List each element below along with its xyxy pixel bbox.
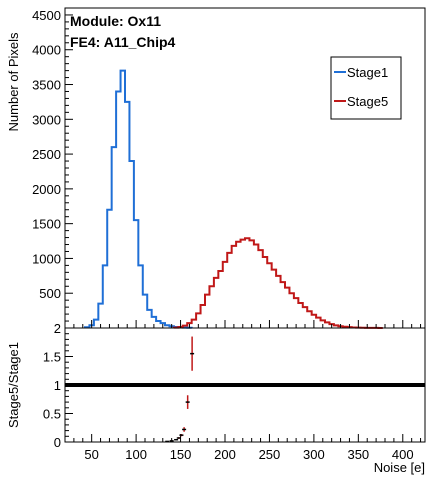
series-stage5	[172, 237, 383, 329]
ratio-point	[185, 395, 190, 409]
ratio-point	[169, 440, 174, 442]
upper-y-tick-label: 500	[39, 286, 61, 301]
x-tick-label: 150	[170, 447, 192, 462]
x-tick-label: 200	[214, 447, 236, 462]
ratio-point	[182, 427, 187, 432]
legend-stage5-label: Stage5	[347, 94, 388, 109]
upper-y-tick-label: 1000	[32, 251, 61, 266]
ratio-y-axis-label: Stage5/Stage1	[6, 342, 21, 428]
upper-x-ticks	[73, 320, 422, 328]
upper-y-tick-label: 3000	[32, 112, 61, 127]
ratio-ticks: 0 0.5 1 1.5 50 100 150 200 250 300 350 400	[43, 333, 425, 462]
upper-y-tick-label: 4500	[32, 8, 61, 23]
ratio-panel: 0 0.5 1 1.5 50 100 150 200 250 300 350 400 Stage5/S…	[6, 327, 426, 475]
upper-y-ticks: 500 1000 1500 2000 2500 3000 3500 4000 4500	[32, 8, 73, 322]
x-tick-label: 350	[347, 447, 369, 462]
upper-panel: 500 1000 1500 2000 2500 3000 3500 4000 4500 Modu…	[6, 7, 426, 336]
annotation-chip: FE4: A11_Chip4	[70, 34, 176, 50]
upper-y-tick-label: 3500	[32, 78, 61, 93]
x-tick-label: 300	[303, 447, 325, 462]
legend: Stage1 Stage5	[330, 56, 402, 120]
upper-y-edge-tick-label: 2	[54, 321, 61, 336]
ratio-point	[190, 336, 195, 371]
upper-y-tick-label: 2000	[32, 182, 61, 197]
x-axis-label: Noise [e]	[374, 460, 425, 475]
upper-y-tick-label: 2500	[32, 147, 61, 162]
ratio-y-tick-label: 1	[54, 378, 61, 393]
x-tick-label: 400	[392, 447, 414, 462]
upper-y-axis-label: Number of Pixels	[6, 32, 21, 131]
upper-series-layer	[84, 69, 383, 329]
x-tick-label: 50	[84, 447, 98, 462]
upper-y-tick-label: 4000	[32, 43, 61, 58]
ratio-y-tick-label: 1.5	[43, 350, 61, 365]
legend-stage1-label: Stage1	[347, 65, 388, 80]
ratio-points-layer	[165, 336, 195, 443]
ratio-y-tick-label: 0.5	[43, 407, 61, 422]
ratio-point	[174, 438, 179, 441]
legend-box	[330, 56, 402, 120]
ratio-point	[179, 434, 184, 437]
ratio-point	[165, 440, 170, 443]
annotation-module: Module: Ox11	[70, 13, 161, 29]
upper-y-tick-label: 1500	[32, 217, 61, 232]
ratio-y-tick-label: 0	[54, 435, 61, 450]
ratio-point	[176, 437, 181, 439]
x-tick-label: 250	[259, 447, 281, 462]
x-tick-label: 100	[125, 447, 147, 462]
